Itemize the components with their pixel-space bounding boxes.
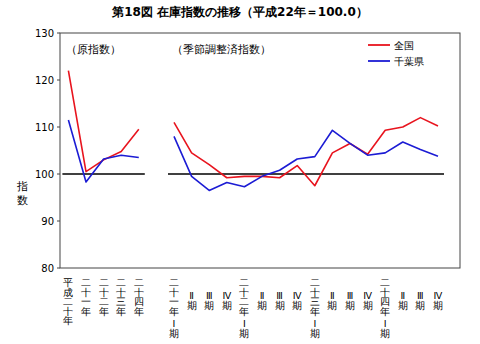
x-tick-label: 二十三年Ⅰ期 <box>310 277 320 339</box>
chart: 第18図 在庫指数の推移（平成22年＝100.0） 80 90 100 110 120 13… <box>0 0 480 344</box>
x-tick-label-char: 年 <box>380 306 390 317</box>
x-tick-label: Ⅲ期 <box>204 290 214 311</box>
legend-swatch <box>368 60 390 62</box>
y-tick-label: 80 <box>41 263 54 274</box>
x-tick-label-char: 期 <box>292 300 302 311</box>
y-tick-label: 130 <box>35 28 54 39</box>
x-tick-label: Ⅱ期 <box>398 290 408 311</box>
x-tick-label: Ⅳ期 <box>222 290 232 311</box>
x-tick-label-char: 期 <box>257 300 267 311</box>
x-tick-label-char: 期 <box>433 300 443 311</box>
x-tick-label: 二十四年Ⅰ期 <box>380 277 390 339</box>
panel-label: （季節調整済指数） <box>172 43 271 55</box>
y-tick <box>57 80 60 81</box>
x-tick-label-char: 期 <box>327 300 337 311</box>
x-tick-label: 二十二年Ⅰ期 <box>239 277 249 339</box>
x-tick-label-char: 期 <box>222 300 232 311</box>
x-tick-label: Ⅳ期 <box>433 290 443 311</box>
x-tick-label: 二十一年Ⅰ期 <box>169 277 179 339</box>
x-tick-label: Ⅱ期 <box>257 290 267 311</box>
x-tick-label: Ⅱ期 <box>187 290 197 311</box>
x-tick-label: 二十一年 <box>81 277 91 317</box>
title: 第18図 在庫指数の推移（平成22年＝100.0） <box>111 5 368 19</box>
x-tick-label: Ⅲ期 <box>345 290 355 311</box>
x-tick-label: Ⅲ期 <box>275 290 285 311</box>
x-tick-label: Ⅳ期 <box>363 290 373 311</box>
series-group <box>68 71 438 191</box>
y-tick-label: 90 <box>41 216 54 227</box>
y-tick <box>57 221 60 222</box>
y-tick <box>57 268 60 269</box>
y-tick <box>57 33 60 34</box>
y-tick-label: 120 <box>35 75 54 86</box>
y-tick <box>57 127 60 128</box>
x-tick-label-char: 期 <box>398 300 408 311</box>
x-tick-label-char: 期 <box>239 328 249 339</box>
x-tick-label-char: 期 <box>363 300 373 311</box>
y-axis-label: 指数 <box>16 180 28 207</box>
x-tick-label-char: 年 <box>99 306 109 317</box>
x-tick-label-char: 年 <box>169 306 179 317</box>
legend-label: 全国 <box>394 40 414 51</box>
x-tick-label: 二十四年 <box>134 277 144 317</box>
legend-label: 千葉県 <box>394 56 424 67</box>
series-line <box>68 71 438 186</box>
series-line <box>68 120 438 191</box>
x-tick-label-char: 年 <box>239 306 249 317</box>
x-tick-label-char: 期 <box>345 300 355 311</box>
x-tick-label-char: 期 <box>187 300 197 311</box>
x-tick-label-char: 期 <box>380 328 390 339</box>
x-tick-label: Ⅱ期 <box>327 290 337 311</box>
y-axis-label-char: 指 <box>16 180 28 193</box>
panel-label: （原指数） <box>66 43 121 55</box>
reference-line <box>62 173 144 174</box>
x-tick-label: 二十二年 <box>99 277 109 317</box>
y-tick <box>57 174 60 175</box>
legend-swatch <box>368 44 390 46</box>
x-tick-label-char: 年 <box>134 306 144 317</box>
y-tick-label: 100 <box>35 169 54 180</box>
x-tick-label-char: 期 <box>415 300 425 311</box>
x-tick-label-char: 期 <box>204 300 214 311</box>
x-tick-label-char: 年 <box>63 315 73 326</box>
x-tick-label: Ⅲ期 <box>415 290 425 311</box>
x-tick-label: 平成二十年 <box>63 277 73 326</box>
x-tick-label-char: 期 <box>275 300 285 311</box>
y-tick-label: 110 <box>35 122 54 133</box>
x-tick-label-char: 年 <box>81 306 91 317</box>
x-tick-label-char: 期 <box>310 328 320 339</box>
plot-frame <box>60 33 460 268</box>
y-axis-label-char: 数 <box>17 194 28 207</box>
x-tick-label: 二十三年 <box>116 277 126 317</box>
x-tick-label-char: 年 <box>310 306 320 317</box>
x-tick-label-char: 期 <box>169 328 179 339</box>
x-tick-label-char: 年 <box>116 306 126 317</box>
x-tick-label: Ⅳ期 <box>292 290 302 311</box>
